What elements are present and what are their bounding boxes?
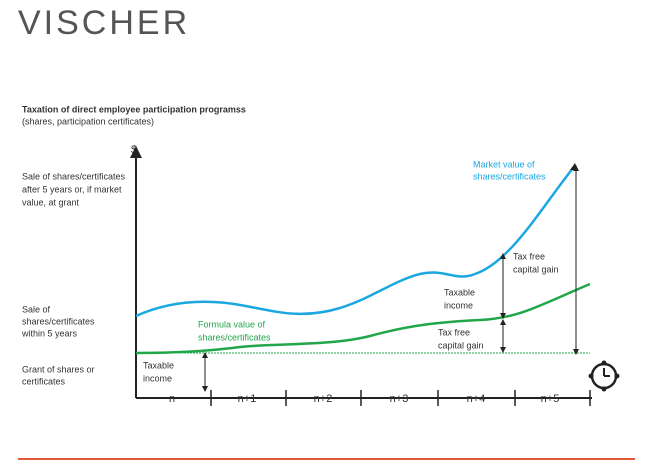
annotation: capital gain	[438, 340, 484, 350]
annotation: Taxable	[444, 287, 475, 297]
annotation: Tax free	[513, 251, 545, 261]
curve-label: shares/certificates	[198, 332, 271, 342]
clock-icon	[588, 360, 620, 392]
x-label: n+4	[467, 393, 486, 405]
x-label: n+5	[541, 393, 560, 405]
left-label: Sale of	[22, 304, 51, 314]
market-value-curve	[135, 167, 574, 318]
left-label: within 5 years	[21, 328, 78, 338]
annotation: income	[143, 373, 172, 383]
annotation: income	[444, 300, 473, 310]
curve-label: Market value of	[473, 159, 535, 169]
left-label: value, at grant	[22, 197, 80, 207]
left-label: certificates	[22, 376, 66, 386]
left-label: after 5 years or, if market	[22, 184, 122, 194]
left-label: Sale of shares/certificates	[22, 171, 126, 181]
annotation: capital gain	[513, 264, 559, 274]
annotation: Tax free	[438, 327, 470, 337]
left-label: Grant of shares or	[22, 364, 95, 374]
curve-label: shares/certificates	[473, 171, 546, 181]
curve-arrow	[570, 163, 578, 170]
curve-label: Formula value of	[198, 319, 266, 329]
left-label: shares/certificates	[22, 316, 95, 326]
logo: VISCHER	[18, 4, 190, 42]
x-label: n+3	[390, 393, 409, 405]
x-label: n	[169, 393, 175, 405]
arrows	[202, 165, 579, 392]
subtitle: (shares, participation certificates)	[22, 116, 154, 126]
x-label: n+2	[314, 393, 333, 405]
formula-value-curve	[135, 282, 591, 355]
x-label: n+1	[238, 393, 257, 405]
annotation: Taxable	[143, 360, 174, 370]
title: Taxation of direct employee participatio…	[22, 104, 246, 114]
x-ticks	[210, 390, 591, 406]
